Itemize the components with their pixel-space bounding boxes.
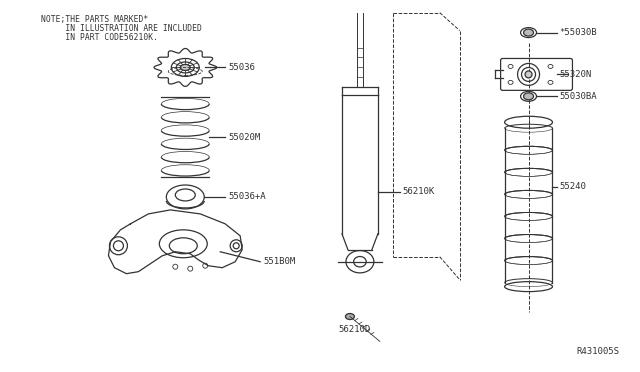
Text: 55020M: 55020M <box>228 133 260 142</box>
Text: R431005S: R431005S <box>577 347 620 356</box>
Ellipse shape <box>346 314 355 320</box>
Text: 55320N: 55320N <box>559 70 592 79</box>
Text: NOTE;THE PARTS MARKED*: NOTE;THE PARTS MARKED* <box>40 15 148 24</box>
Text: 56210D: 56210D <box>338 325 370 334</box>
Text: 55030BA: 55030BA <box>559 92 597 101</box>
Text: 55036: 55036 <box>228 63 255 72</box>
Text: 55036+A: 55036+A <box>228 192 266 202</box>
Text: 56210K: 56210K <box>403 187 435 196</box>
Text: IN ILLUSTRATION ARE INCLUDED: IN ILLUSTRATION ARE INCLUDED <box>40 23 202 33</box>
Text: 551B0M: 551B0M <box>263 257 296 266</box>
Text: IN PART CODE56210K.: IN PART CODE56210K. <box>40 33 157 42</box>
Text: *55030B: *55030B <box>559 28 597 37</box>
Ellipse shape <box>524 29 534 36</box>
Text: 55240: 55240 <box>559 183 586 192</box>
Ellipse shape <box>524 93 534 100</box>
Ellipse shape <box>525 71 532 78</box>
Ellipse shape <box>180 64 190 70</box>
